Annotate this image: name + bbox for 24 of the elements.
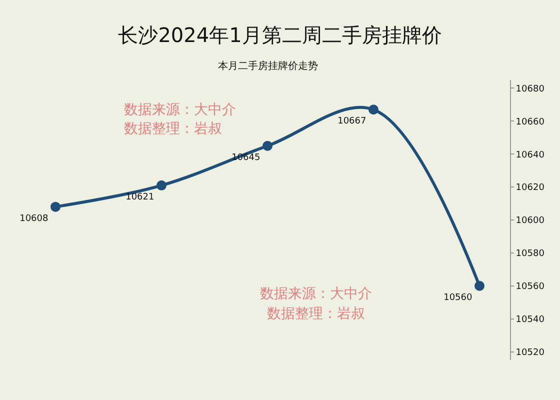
annotation: 数据整理：岩叔	[267, 306, 365, 322]
annotation: 数据来源：大中介	[260, 286, 372, 302]
y-tick-label: 10520	[516, 348, 545, 358]
data-label: 10560	[444, 292, 473, 303]
chart-subtitle: 本月二手房挂牌价走势	[218, 60, 318, 72]
point	[156, 180, 166, 190]
chart-title: 长沙2024年1月第二周二手房挂牌价	[118, 23, 442, 47]
data-label: 10667	[338, 116, 366, 127]
point	[368, 104, 378, 115]
data-label: 10621	[126, 192, 154, 202]
y-tick-label: 10620	[516, 183, 545, 194]
y-tick-label: 10540	[516, 314, 545, 325]
y-tick-label: 10580	[516, 249, 545, 260]
y-tick-label: 10640	[516, 150, 545, 160]
y-tick-label: 10680	[516, 84, 545, 94]
y-tick-label: 10600	[516, 216, 545, 226]
data-label: 10608	[20, 214, 49, 224]
annotation: 数据整理：岩叔	[124, 121, 222, 137]
y-tick-label: 10660	[516, 117, 545, 128]
point	[262, 140, 272, 151]
annotation: 数据来源：大中介	[124, 102, 236, 118]
point	[50, 202, 60, 212]
point	[474, 280, 484, 291]
y-tick-label: 10560	[516, 282, 545, 292]
